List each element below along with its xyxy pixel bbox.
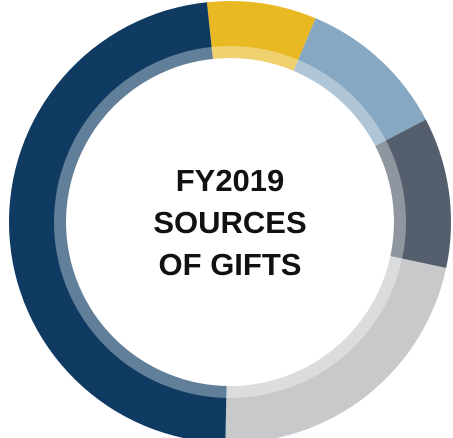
- title-line: SOURCES: [153, 205, 306, 240]
- donut-slice: [9, 2, 227, 438]
- center-disc: [66, 58, 394, 386]
- title-line: FY2019: [176, 163, 285, 198]
- donut-slice: [206, 1, 316, 77]
- title-line: OF GIFTS: [159, 247, 302, 282]
- inner-ring: [54, 46, 406, 398]
- donut-slice: [291, 18, 426, 149]
